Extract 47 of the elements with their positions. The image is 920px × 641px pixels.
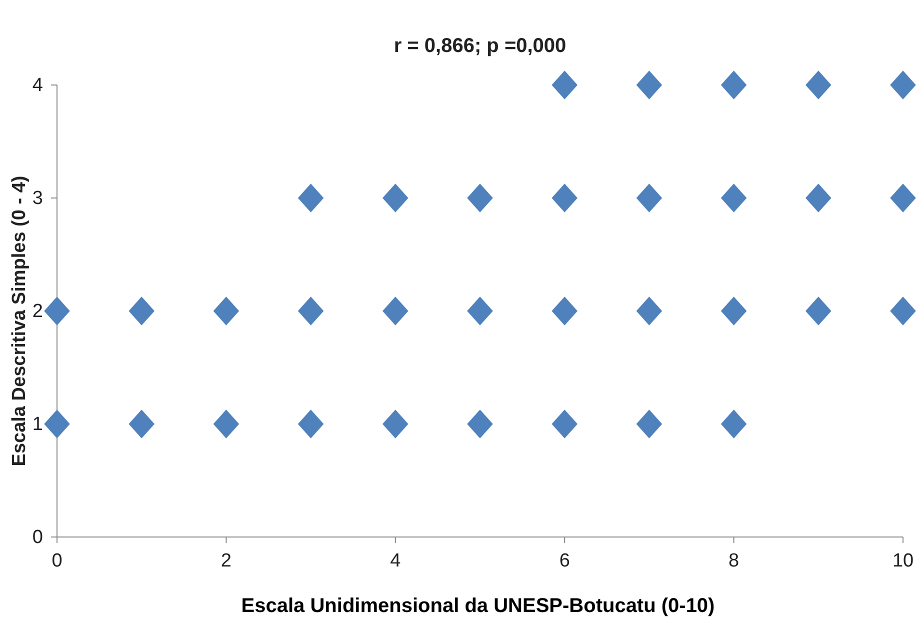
y-tick-label: 2 <box>32 301 43 322</box>
point <box>382 410 408 438</box>
point <box>467 184 493 212</box>
point <box>890 296 916 326</box>
point <box>128 296 154 326</box>
x-tick-label: 10 <box>892 550 914 572</box>
point <box>720 296 747 326</box>
point <box>467 410 493 438</box>
point <box>382 296 408 326</box>
x-axis-title: Escala Unidimensional da UNESP-Botucatu (0-10) <box>241 595 715 617</box>
point <box>552 70 578 100</box>
point <box>298 410 324 438</box>
point <box>636 296 662 326</box>
point <box>298 296 324 326</box>
point <box>382 184 408 212</box>
point <box>298 184 324 212</box>
x-tick-label: 4 <box>390 550 402 572</box>
point <box>806 70 832 100</box>
y-tick-label: 4 <box>32 75 44 96</box>
point <box>890 70 916 100</box>
chart-title: r = 0,866; p =0,000 <box>394 35 566 57</box>
x-tick-label: 2 <box>220 550 232 572</box>
x-tick-label: 8 <box>728 550 740 572</box>
point <box>636 410 662 438</box>
point <box>213 410 240 438</box>
point <box>552 296 578 326</box>
point <box>552 184 578 212</box>
point <box>44 296 70 326</box>
point <box>467 296 493 326</box>
point <box>636 70 662 100</box>
x-tick-label: 0 <box>52 550 62 572</box>
point <box>44 410 70 438</box>
point <box>806 184 832 212</box>
point <box>720 410 747 438</box>
point <box>720 70 747 100</box>
x-tick-label: 6 <box>559 550 570 572</box>
y-tick-label: 3 <box>32 188 43 210</box>
y-tick-label: 0 <box>32 527 43 548</box>
y-axis-title: Escala Descritiva Simples (0 - 4) <box>9 176 30 466</box>
point <box>636 184 662 212</box>
point <box>806 296 832 326</box>
point <box>720 184 747 212</box>
y-tick-label: 1 <box>32 414 43 436</box>
point <box>128 410 154 438</box>
point <box>552 410 578 438</box>
point <box>213 296 240 326</box>
point <box>890 184 916 212</box>
